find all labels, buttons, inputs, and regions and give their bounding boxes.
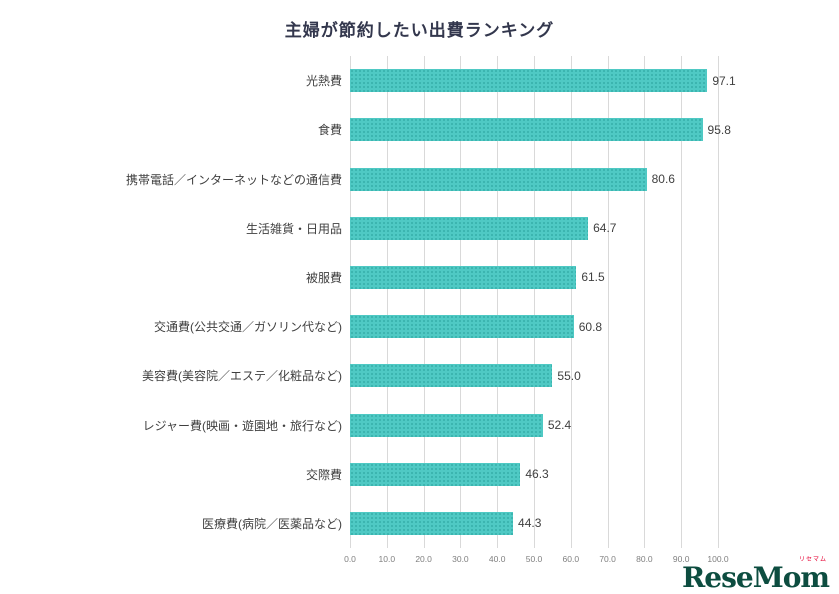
- value-label: 64.7: [593, 221, 617, 236]
- bar-track: 97.1: [350, 56, 736, 105]
- bar: [350, 69, 708, 93]
- bar-track: 80.6: [350, 154, 718, 203]
- category-label: 生活雑貨・日用品: [245, 221, 342, 236]
- x-axis-tick-label: 80.0: [636, 554, 653, 564]
- bar: [350, 413, 543, 437]
- bar-chart: 0.0 10.0 20.0 30.0 40.0 50.0 60.0 70.0 80.0 90.0 1…: [20, 56, 736, 576]
- gridline: [386, 56, 388, 548]
- value-label: 44.3: [518, 516, 542, 531]
- category-label: 交通費(公共交通／ガソリン代など): [154, 320, 342, 335]
- value-label: 95.8: [707, 122, 731, 137]
- bar-row: レジャー費(映画・遊園地・旅行など) 52.4: [20, 400, 725, 449]
- category-label: 医療費(病院／医薬品など): [202, 516, 342, 531]
- bar-row: 交際費 46.3: [20, 450, 725, 499]
- x-axis-tick-label: 30.0: [452, 554, 469, 564]
- bar: [350, 364, 553, 388]
- category-label: レジャー費(映画・遊園地・旅行など): [142, 418, 342, 433]
- gridline: [718, 56, 719, 548]
- bar-track: 64.7: [350, 204, 718, 253]
- gridline: [607, 56, 609, 548]
- gridline: [497, 56, 499, 548]
- x-axis-tick-label: 20.0: [415, 554, 432, 564]
- bar-row: 携帯電話／インターネットなどの通信費 80.6: [20, 154, 725, 203]
- bar-track: 44.3: [350, 499, 718, 548]
- gridline: [644, 56, 646, 548]
- bar-row: 被服費 61.5: [20, 253, 725, 302]
- x-axis-tick-label: 60.0: [562, 554, 580, 564]
- bar: [350, 462, 521, 486]
- bar-row: 食費 95.8: [20, 105, 731, 154]
- x-axis-tick-label: 10.0: [378, 554, 396, 564]
- x-axis-tick-label: 0.0: [344, 554, 356, 564]
- value-label: 97.1: [712, 73, 736, 88]
- value-label: 80.6: [651, 172, 675, 186]
- bar: [350, 511, 514, 535]
- bar-rows: 光熱費 97.1 食費 95.8 携帯電話／インターネットなどの通信費 80.6 生活雑貨・…: [20, 56, 736, 548]
- value-label: 61.5: [581, 270, 605, 285]
- value-label: 46.3: [525, 467, 549, 482]
- bar-row: 医療費(病院／医薬品など) 44.3: [20, 499, 725, 548]
- gridline: [681, 56, 683, 548]
- x-axis-tick-label: 50.0: [525, 554, 543, 564]
- bar-track: 52.4: [350, 400, 718, 449]
- bar: [350, 216, 589, 240]
- gridline: [350, 56, 351, 548]
- bar-row: 美容費(美容院／エステ／化粧品など) 55.0: [20, 351, 725, 400]
- bar: [350, 167, 647, 191]
- category-label: 交際費: [305, 467, 342, 482]
- bar-row: 生活雑貨・日用品 64.7: [20, 204, 725, 253]
- gridline: [460, 56, 462, 548]
- category-label: 光熱費: [305, 74, 342, 89]
- value-label: 60.8: [578, 319, 603, 334]
- category-label: 美容費(美容院／エステ／化粧品など): [142, 369, 342, 384]
- gridline: [534, 56, 535, 548]
- x-axis-tick-label: 70.0: [599, 554, 616, 564]
- gridline: [570, 56, 572, 548]
- x-axis-tick-label: 100.0: [707, 554, 729, 564]
- resemom-ruby-label: リセマム: [798, 557, 827, 563]
- plot-area: 0.0 10.0 20.0 30.0 40.0 50.0 60.0 70.0 80.0 90.0 1…: [344, 56, 729, 564]
- x-axis-tick-label: 90.0: [672, 554, 690, 564]
- x-axis-tick-label: 40.0: [488, 554, 506, 564]
- chart-title: 主婦が節約したい出費ランキング: [284, 21, 555, 40]
- category-label: 被服費: [305, 270, 342, 285]
- bar: [350, 315, 574, 339]
- bar-track: 46.3: [350, 450, 718, 499]
- value-label: 52.4: [547, 418, 572, 433]
- category-label: 食費: [317, 123, 342, 138]
- bar-track: 95.8: [350, 105, 731, 154]
- bar-track: 55.0: [350, 351, 718, 400]
- bar-track: 61.5: [350, 253, 718, 302]
- bar: [350, 118, 703, 142]
- bar-row: 交通費(公共交通／ガソリン代など) 60.8: [20, 302, 725, 351]
- bar-track: 60.8: [350, 302, 718, 351]
- value-label: 55.0: [557, 368, 581, 383]
- gridline: [423, 56, 425, 548]
- bar-row: 光熱費 97.1: [20, 56, 736, 105]
- resemom-logo-text: ReseMom: [682, 561, 830, 594]
- category-label: 携帯電話／インターネットなどの通信費: [125, 172, 342, 187]
- resemom-logo: リセマム ReseMom: [682, 557, 830, 594]
- bar: [350, 265, 577, 289]
